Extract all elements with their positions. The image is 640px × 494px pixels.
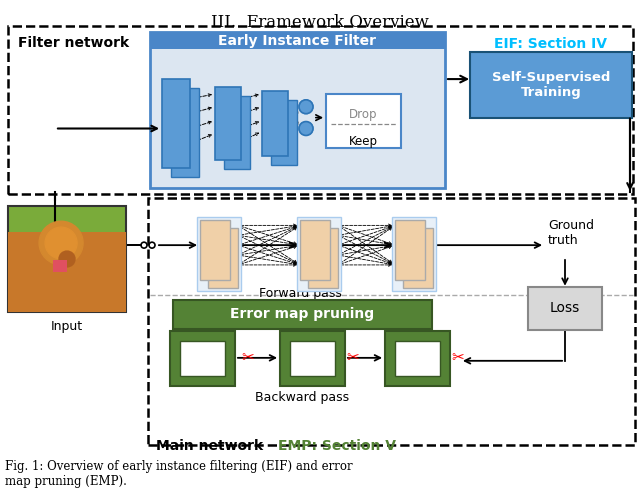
FancyBboxPatch shape: [215, 87, 241, 160]
Text: Input: Input: [51, 320, 83, 333]
Text: ✂: ✂: [452, 350, 465, 366]
FancyBboxPatch shape: [150, 32, 445, 188]
Text: Filter network: Filter network: [18, 36, 129, 49]
FancyBboxPatch shape: [8, 26, 633, 194]
Text: Main network: Main network: [156, 439, 263, 453]
Text: ✂: ✂: [242, 350, 254, 366]
FancyBboxPatch shape: [326, 94, 401, 148]
Text: Fig. 1: Overview of early instance filtering (EIF) and error
map pruning (EMP).: Fig. 1: Overview of early instance filte…: [5, 459, 353, 488]
FancyBboxPatch shape: [392, 217, 436, 290]
FancyBboxPatch shape: [8, 206, 126, 312]
Text: Forward pass: Forward pass: [259, 287, 341, 300]
FancyBboxPatch shape: [208, 228, 238, 288]
Text: Keep: Keep: [349, 135, 378, 148]
Text: Error map pruning: Error map pruning: [230, 307, 374, 322]
FancyBboxPatch shape: [162, 79, 190, 168]
Text: III.  Framework Overview: III. Framework Overview: [211, 14, 429, 31]
Text: EIF: Section IV: EIF: Section IV: [495, 38, 607, 51]
FancyBboxPatch shape: [200, 220, 230, 280]
FancyBboxPatch shape: [262, 91, 288, 156]
Text: Ground
truth: Ground truth: [548, 219, 594, 247]
FancyBboxPatch shape: [308, 228, 338, 288]
Circle shape: [299, 122, 313, 135]
FancyBboxPatch shape: [300, 220, 330, 280]
FancyBboxPatch shape: [403, 228, 433, 288]
Circle shape: [45, 227, 77, 259]
FancyBboxPatch shape: [150, 32, 445, 49]
FancyBboxPatch shape: [395, 220, 425, 280]
FancyBboxPatch shape: [170, 331, 235, 385]
FancyBboxPatch shape: [280, 331, 345, 385]
FancyBboxPatch shape: [53, 260, 67, 272]
Circle shape: [299, 100, 313, 114]
FancyBboxPatch shape: [290, 341, 335, 375]
FancyBboxPatch shape: [197, 217, 241, 290]
FancyBboxPatch shape: [297, 217, 341, 290]
FancyBboxPatch shape: [171, 88, 199, 177]
FancyBboxPatch shape: [395, 341, 440, 375]
Text: Loss: Loss: [550, 301, 580, 315]
Text: Self-Supervised
Training: Self-Supervised Training: [492, 71, 610, 99]
Text: Backward pass: Backward pass: [255, 391, 349, 405]
FancyBboxPatch shape: [173, 299, 432, 329]
FancyBboxPatch shape: [180, 341, 225, 375]
FancyBboxPatch shape: [470, 52, 632, 118]
Text: ✂: ✂: [347, 350, 360, 366]
FancyBboxPatch shape: [385, 331, 450, 385]
Circle shape: [39, 221, 83, 265]
Text: Drop: Drop: [349, 108, 378, 121]
FancyBboxPatch shape: [148, 198, 635, 445]
FancyBboxPatch shape: [8, 232, 126, 312]
FancyBboxPatch shape: [528, 287, 602, 330]
Circle shape: [59, 251, 75, 267]
Text: EMP: Section V: EMP: Section V: [278, 439, 396, 453]
Text: Early Instance Filter: Early Instance Filter: [218, 34, 376, 47]
FancyBboxPatch shape: [271, 100, 297, 165]
FancyBboxPatch shape: [224, 96, 250, 169]
